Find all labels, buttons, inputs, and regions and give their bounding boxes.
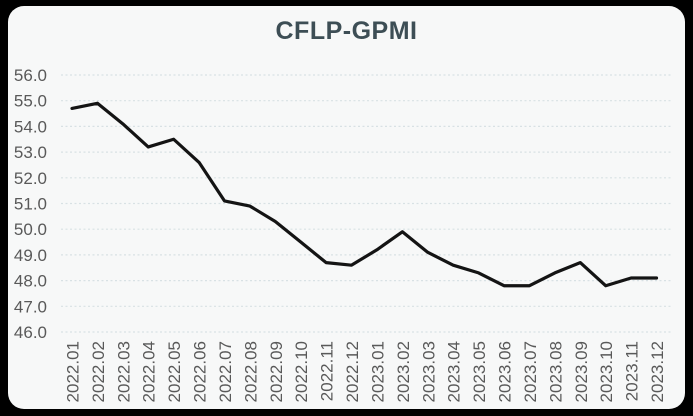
x-axis-tick-label: 2022.01 [64, 341, 83, 402]
x-axis-tick-label: 2023.01 [368, 341, 387, 402]
chart-card-background [8, 6, 685, 409]
x-axis-tick-label: 2022.09 [267, 341, 286, 402]
x-axis-tick-label: 2022.08 [241, 341, 260, 402]
x-axis-tick-label: 2023.02 [394, 341, 413, 402]
y-axis-tick-label: 49.0 [14, 246, 47, 265]
y-axis-tick-label: 47.0 [14, 297, 47, 316]
y-axis-tick-label: 48.0 [14, 272, 47, 291]
x-axis-tick-label: 2023.12 [648, 341, 667, 402]
x-axis-tick-label: 2022.12 [343, 341, 362, 402]
x-axis-tick-label: 2023.08 [546, 341, 565, 402]
y-axis-tick-label: 56.0 [14, 66, 47, 85]
x-axis-tick-label: 2023.03 [419, 341, 438, 402]
x-axis-tick-label: 2022.05 [165, 341, 184, 402]
y-axis-tick-label: 51.0 [14, 195, 47, 214]
y-axis-tick-label: 54.0 [14, 117, 47, 136]
x-axis-tick-label: 2022.07 [216, 341, 235, 402]
x-axis-tick-label: 2023.09 [572, 341, 591, 402]
y-axis-tick-label: 53.0 [14, 143, 47, 162]
x-axis-tick-label: 2022.06 [191, 341, 210, 402]
x-axis-tick-label: 2022.03 [114, 341, 133, 402]
x-axis-tick-label: 2023.07 [521, 341, 540, 402]
data-line-cflp-gpmi [70, 101, 659, 288]
x-axis-tick-label: 2022.11 [318, 341, 337, 401]
y-axis-tick-label: 55.0 [14, 92, 47, 111]
x-axis-tick-label: 2022.02 [89, 341, 108, 402]
x-axis-tick-label: 2022.04 [140, 341, 159, 402]
x-axis-tick-label: 2023.11 [623, 341, 642, 401]
x-axis-tick-label: 2023.05 [470, 341, 489, 402]
y-axis-tick-label: 46.0 [14, 323, 47, 342]
x-axis-tick-label: 2023.06 [496, 341, 515, 402]
y-axis-tick-label: 52.0 [14, 169, 47, 188]
x-axis-tick-label: 2023.10 [597, 341, 616, 402]
y-axis-tick-label: 50.0 [14, 220, 47, 239]
chart-title: CFLP-GPMI [275, 17, 418, 45]
x-axis-tick-label: 2023.04 [445, 341, 464, 402]
x-axis-tick-label: 2022.10 [292, 341, 311, 402]
